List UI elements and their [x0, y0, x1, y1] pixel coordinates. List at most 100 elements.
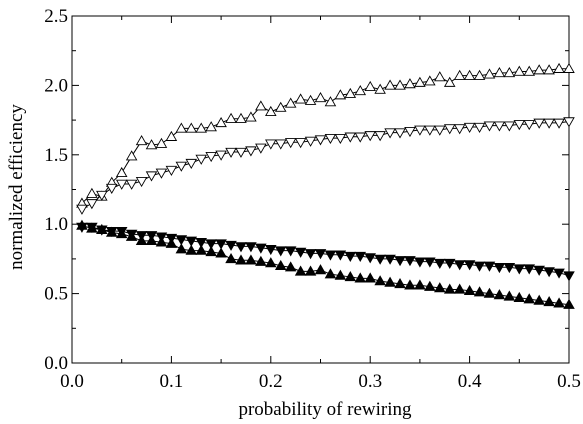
y-tick-label: 1.5: [44, 145, 68, 166]
filled-triangle-up-marker: [354, 272, 367, 283]
open-triangle-up-marker: [503, 67, 516, 78]
filled-triangle-down-marker: [523, 264, 536, 275]
filled-triangle-up-marker: [463, 284, 476, 296]
filled-triangle-down-marker: [374, 254, 386, 265]
series-open-triangle-up: [76, 62, 575, 208]
filled-triangle-up-marker: [434, 282, 446, 293]
open-triangle-down-marker: [255, 143, 267, 154]
y-tick-label: 2.0: [44, 75, 68, 96]
plot-border: [71, 15, 570, 364]
open-triangle-up-marker: [274, 101, 287, 112]
filled-triangle-down-marker: [414, 257, 426, 268]
open-triangle-down-marker: [165, 165, 178, 176]
filled-triangle-up-marker: [195, 244, 207, 255]
open-triangle-up-marker: [135, 135, 148, 146]
open-triangle-up-marker: [523, 65, 536, 76]
filled-triangle-up-marker: [215, 247, 227, 258]
open-triangle-up-marker: [304, 94, 317, 105]
filled-triangle-up-marker: [165, 237, 178, 248]
open-triangle-down-marker: [96, 190, 108, 201]
open-triangle-up-marker: [344, 87, 357, 98]
open-triangle-down-marker: [324, 133, 337, 145]
open-triangle-down-marker: [543, 118, 555, 129]
open-triangle-down-marker: [384, 128, 396, 139]
open-triangle-down-marker: [76, 204, 88, 215]
series-filled-triangle-up: [76, 219, 575, 309]
filled-triangle-down-marker: [324, 250, 337, 261]
filled-triangle-down-marker: [195, 238, 207, 249]
filled-triangle-up-marker: [513, 291, 526, 302]
open-triangle-up-marker: [255, 100, 267, 111]
filled-triangle-up-marker: [334, 269, 347, 280]
open-triangle-down-marker: [125, 179, 138, 190]
open-triangle-down-marker: [513, 120, 526, 131]
open-triangle-up-marker: [155, 137, 168, 148]
filled-triangle-up-marker: [414, 279, 426, 290]
filled-triangle-down-marker: [265, 244, 277, 256]
open-triangle-up-marker: [235, 112, 247, 123]
open-triangle-up-marker: [265, 105, 277, 116]
filled-triangle-up-marker: [453, 283, 466, 294]
open-triangle-down-marker: [274, 139, 287, 150]
filled-triangle-up-marker: [493, 289, 506, 300]
open-triangle-down-marker: [523, 120, 536, 131]
filled-triangle-up-marker: [483, 287, 496, 298]
open-triangle-down-marker: [394, 128, 406, 139]
open-triangle-down-marker: [105, 183, 118, 195]
open-triangle-down-marker: [86, 199, 98, 210]
open-triangle-up-marker: [145, 139, 158, 150]
open-triangle-up-marker: [334, 89, 347, 100]
filled-triangle-up-marker: [473, 286, 486, 297]
filled-triangle-down-marker: [245, 242, 257, 253]
filled-triangle-up-marker: [115, 228, 128, 239]
filled-triangle-down-marker: [205, 239, 217, 250]
x-tick-label: 0.3: [358, 371, 382, 392]
filled-triangle-down-marker: [473, 261, 486, 272]
filled-triangle-down-marker: [563, 271, 575, 282]
open-triangle-up-marker: [473, 69, 486, 80]
open-triangle-up-marker: [225, 112, 237, 123]
open-triangle-down-marker: [175, 161, 188, 172]
filled-triangle-up-marker: [175, 243, 188, 254]
open-triangle-up-marker: [364, 80, 376, 91]
open-triangle-down-marker: [225, 147, 237, 158]
filled-triangle-up-marker: [145, 234, 158, 246]
filled-triangle-down-marker: [394, 256, 406, 267]
filled-triangle-up-marker: [255, 255, 267, 266]
filled-triangle-up-marker: [523, 293, 536, 304]
filled-triangle-up-marker: [344, 271, 357, 282]
open-triangle-up-marker: [195, 122, 207, 133]
filled-triangle-up-marker: [245, 254, 257, 265]
open-triangle-up-marker: [284, 97, 297, 108]
open-triangle-down-marker: [235, 147, 247, 158]
filled-triangle-up-marker: [225, 252, 237, 264]
open-triangle-up-marker: [215, 116, 227, 128]
filled-triangle-down-marker: [463, 260, 476, 271]
open-triangle-down-marker: [205, 151, 217, 163]
open-triangle-up-marker: [324, 96, 337, 107]
filled-triangle-down-marker: [284, 246, 297, 257]
filled-triangle-up-marker: [76, 219, 88, 230]
open-triangle-up-marker: [443, 76, 456, 87]
open-triangle-down-marker: [284, 138, 297, 149]
filled-triangle-up-marker: [205, 246, 217, 257]
axis-tick-labels: 0.0 0.1 0.2 0.3 0.4 0.5 0.0 0.5 1.0 1.5 2.0 2.5: [44, 6, 581, 392]
filled-triangle-down-marker: [215, 239, 227, 250]
y-tick-label: 0.5: [44, 284, 68, 305]
filled-triangle-down-marker: [453, 260, 466, 271]
filled-triangle-up-marker: [374, 275, 386, 286]
filled-triangle-down-marker: [225, 240, 237, 251]
filled-triangle-up-marker: [424, 280, 436, 291]
filled-triangle-up-marker: [125, 230, 138, 241]
filled-triangle-down-marker: [364, 253, 376, 264]
open-triangle-up-marker: [354, 85, 367, 96]
filled-triangle-up-marker: [304, 265, 317, 276]
open-triangle-up-marker: [294, 93, 307, 104]
x-tick-label: 0.5: [557, 371, 581, 392]
y-axis-label: normalized efficiency: [6, 104, 27, 270]
filled-triangle-down-marker: [384, 254, 396, 265]
filled-triangle-up-marker: [503, 290, 516, 301]
open-triangle-down-marker: [245, 146, 257, 157]
filled-triangle-down-marker: [483, 261, 496, 272]
